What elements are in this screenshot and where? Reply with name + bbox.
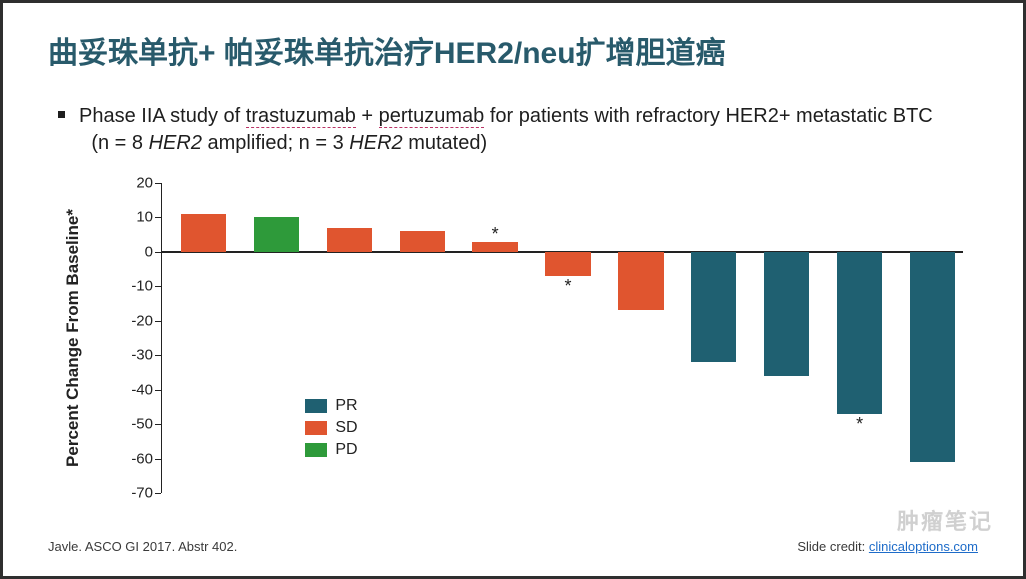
bar bbox=[764, 252, 809, 376]
footer-credit-link[interactable]: clinicaloptions.com bbox=[869, 539, 978, 554]
slide: 曲妥珠单抗+ 帕妥珠单抗治疗HER2/neu扩增胆道癌 Phase IIA st… bbox=[0, 0, 1026, 579]
legend-swatch bbox=[305, 399, 327, 413]
footer-credit: Slide credit: clinicaloptions.com bbox=[797, 539, 978, 554]
bullet-part: amplified; n = 3 bbox=[202, 132, 349, 154]
legend-label: PR bbox=[335, 397, 357, 415]
waterfall-chart: Percent Change From Baseline* -70-60-50-… bbox=[73, 183, 963, 493]
y-tick-mark bbox=[155, 424, 161, 425]
bar bbox=[618, 252, 663, 311]
footer-credit-prefix: Slide credit: bbox=[797, 539, 869, 554]
bar bbox=[910, 252, 955, 462]
bullet-part: + bbox=[356, 105, 379, 127]
bullet-drug2: pertuzumab bbox=[379, 105, 485, 128]
legend-item: PR bbox=[305, 397, 357, 415]
bar bbox=[545, 252, 590, 276]
bullet-drug1: trastuzumab bbox=[246, 105, 356, 128]
bar bbox=[691, 252, 736, 362]
legend-swatch bbox=[305, 421, 327, 435]
legend-item: PD bbox=[305, 441, 357, 459]
star-marker: * bbox=[856, 414, 863, 435]
star-marker: * bbox=[492, 224, 499, 245]
bullet-her2: HER2 bbox=[149, 132, 202, 154]
y-tick-mark bbox=[155, 459, 161, 460]
bar bbox=[254, 217, 299, 251]
bar bbox=[837, 252, 882, 414]
y-tick-mark bbox=[155, 321, 161, 322]
slide-title: 曲妥珠单抗+ 帕妥珠单抗治疗HER2/neu扩增胆道癌 bbox=[48, 28, 978, 72]
bar bbox=[327, 228, 372, 252]
y-tick-mark bbox=[155, 390, 161, 391]
legend-label: PD bbox=[335, 441, 357, 459]
bullet-part: mutated) bbox=[403, 132, 487, 154]
plot-area: -70-60-50-40-30-20-1001020***PRSDPD bbox=[161, 183, 963, 493]
y-axis-label: Percent Change From Baseline* bbox=[63, 209, 83, 467]
watermark: 肿瘤笔记 bbox=[897, 504, 993, 536]
bullet-part: Phase IIA study of bbox=[79, 105, 246, 127]
y-tick-mark bbox=[155, 252, 161, 253]
legend-label: SD bbox=[335, 419, 357, 437]
bullet-marker bbox=[58, 111, 65, 118]
star-marker: * bbox=[564, 276, 571, 297]
y-tick-mark bbox=[155, 183, 161, 184]
bar bbox=[181, 214, 226, 252]
legend: PR SD PD bbox=[305, 397, 357, 463]
y-tick-mark bbox=[155, 217, 161, 218]
legend-item: SD bbox=[305, 419, 357, 437]
y-tick-mark bbox=[155, 286, 161, 287]
bullet-text: Phase IIA study of trastuzumab + pertuzu… bbox=[58, 103, 968, 157]
bullet-her2: HER2 bbox=[349, 132, 402, 154]
bullet-part: for patients with refractory HER2+ metas… bbox=[484, 105, 933, 127]
bar bbox=[400, 231, 445, 252]
legend-swatch bbox=[305, 443, 327, 457]
footer-citation: Javle. ASCO GI 2017. Abstr 402. bbox=[48, 539, 237, 554]
y-axis bbox=[161, 183, 162, 493]
bullet-part: (n = 8 bbox=[91, 132, 148, 154]
y-tick-mark bbox=[155, 493, 161, 494]
y-tick-mark bbox=[155, 355, 161, 356]
